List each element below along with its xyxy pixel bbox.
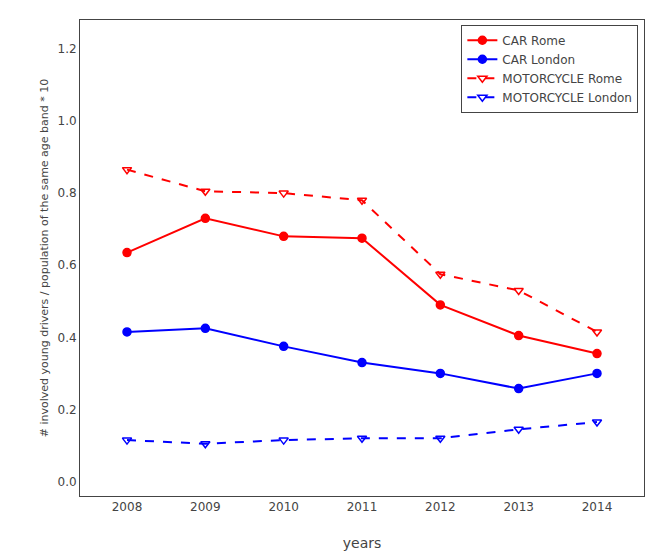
svg-text:2011: 2011	[347, 500, 378, 514]
svg-text:MOTORCYCLE Rome: MOTORCYCLE Rome	[502, 72, 622, 86]
svg-text:0.6: 0.6	[58, 258, 77, 272]
svg-text:2008: 2008	[112, 500, 143, 514]
svg-text:2012: 2012	[425, 500, 456, 514]
svg-text:1.0: 1.0	[58, 114, 77, 128]
svg-text:years: years	[343, 535, 382, 551]
svg-text:2009: 2009	[190, 500, 221, 514]
svg-text:CAR London: CAR London	[502, 53, 575, 67]
svg-text:0.8: 0.8	[58, 186, 77, 200]
svg-text:2013: 2013	[503, 500, 534, 514]
svg-text:2014: 2014	[582, 500, 613, 514]
svg-text:# involved young drivers / pop: # involved young drivers / population of…	[38, 79, 51, 438]
svg-text:CAR Rome: CAR Rome	[502, 34, 565, 48]
svg-text:2010: 2010	[268, 500, 299, 514]
svg-text:1.2: 1.2	[58, 42, 77, 56]
svg-text:0.2: 0.2	[58, 403, 77, 417]
svg-text:0.4: 0.4	[58, 331, 77, 345]
svg-text:0.0: 0.0	[58, 475, 77, 489]
svg-text:MOTORCYCLE London: MOTORCYCLE London	[502, 91, 632, 105]
